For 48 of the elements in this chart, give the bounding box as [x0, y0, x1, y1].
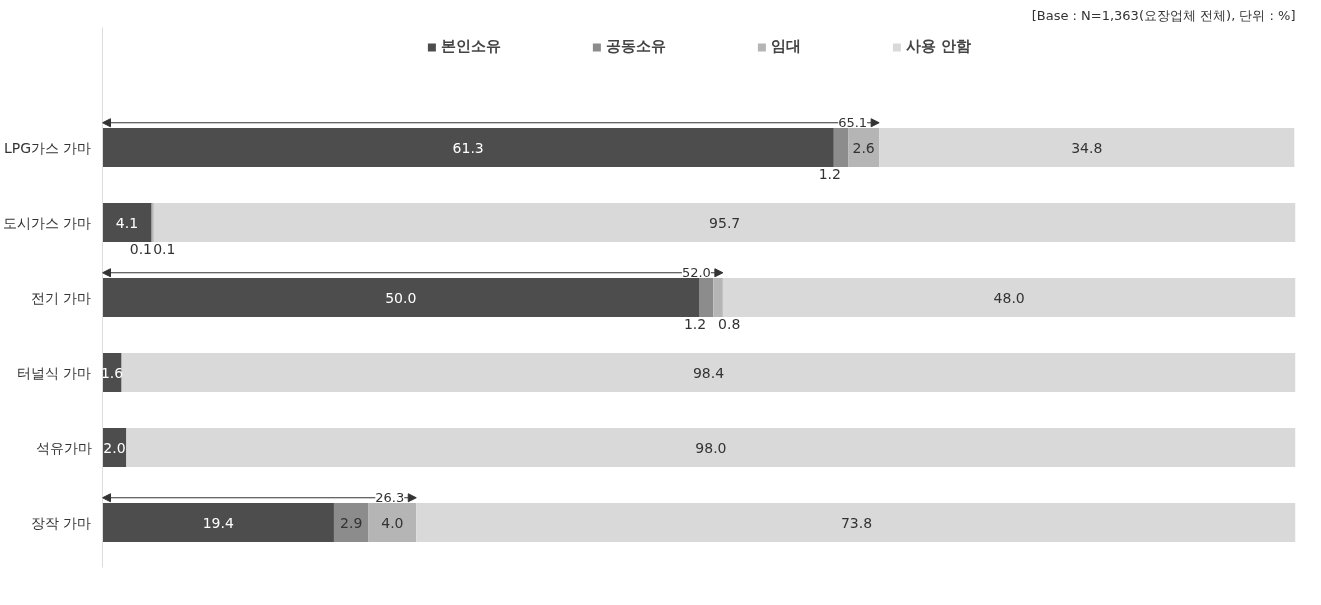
data-label: 98.4	[692, 364, 725, 381]
bar	[848, 128, 880, 167]
data-label: 19.4	[202, 514, 234, 531]
bar	[102, 278, 699, 317]
data-label: 0.8	[718, 315, 741, 332]
bar	[833, 128, 849, 167]
bar	[121, 353, 1296, 392]
bar	[879, 128, 1295, 167]
y-tick-label: 도시가스 가마	[3, 214, 92, 231]
data-label: 0.1	[129, 240, 153, 257]
data-label: 0.1	[153, 240, 176, 257]
data-label: 2.9	[340, 514, 363, 531]
data-label: 95.7	[709, 214, 741, 231]
bar	[699, 278, 714, 317]
bar	[153, 203, 1296, 242]
data-label: 1.2	[818, 165, 841, 182]
data-label: 34.8	[1071, 139, 1103, 156]
data-label: 48.0	[993, 289, 1025, 306]
bar	[102, 503, 334, 542]
data-label: 50.0	[385, 289, 417, 306]
bar	[126, 428, 1296, 467]
bar	[333, 503, 369, 542]
data-label: 2.6	[852, 139, 875, 156]
data-label: 61.3	[452, 139, 484, 156]
bar	[102, 203, 152, 242]
y-tick-label: 석유가마	[35, 439, 92, 456]
y-tick-label: LPG가스 가마	[3, 139, 92, 156]
bar	[368, 503, 417, 542]
text: [Base : N=1,363(요장업체 전체), 단위 : %]	[1031, 7, 1296, 23]
legend-label: 임대	[770, 37, 801, 56]
annotation: 65.1	[838, 115, 868, 131]
bar	[416, 503, 1296, 542]
data-label: 4.1	[115, 214, 139, 231]
data-label: 98.0	[695, 439, 727, 456]
data-label: 2.0	[103, 439, 126, 456]
y-tick-label: 터널식 가마	[17, 364, 92, 381]
y-tick-label: 장작 가마	[31, 514, 92, 531]
legend-label: 사용 안함	[905, 37, 972, 56]
bar	[722, 278, 1296, 317]
data-label: 73.8	[840, 514, 873, 531]
legend-label: 공동소유	[605, 37, 666, 56]
annotation: 26.3	[375, 490, 405, 506]
legend-label: 본인소유	[440, 37, 501, 56]
annotation: 52.0	[681, 265, 711, 281]
y-tick-label: 전기 가마	[31, 289, 92, 306]
data-label: 4.0	[381, 514, 404, 531]
bar	[102, 128, 834, 167]
data-label: 1.2	[683, 315, 707, 332]
